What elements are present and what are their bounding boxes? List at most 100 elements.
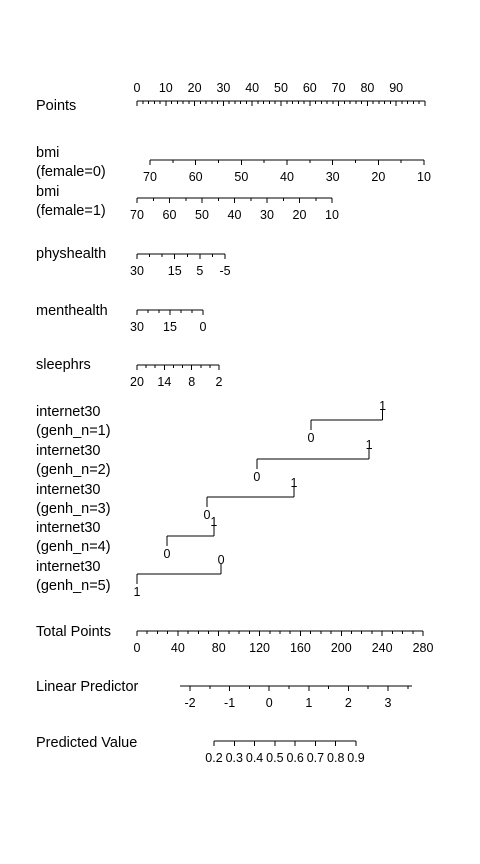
tick-label: 50 [234,170,248,184]
tick-label: 20 [371,170,385,184]
axis-4: menthealth 30 15 0 [36,303,207,334]
axis-8: internet30 (genh_n=3) 0 1 [36,476,297,522]
tick-label: 60 [163,208,177,222]
axis-12: Linear Predictor -2 -1 0 1 2 3 [36,679,412,710]
axis-label: Total Points [36,624,111,640]
axis-label: (female=1) [36,203,106,219]
tick-label: 15 [168,264,182,278]
axis-1: bmi (female=0) 70 60 50 40 30 20 10 [36,145,431,184]
tick-label: 0.8 [327,751,344,765]
tick-label: 1 [305,696,312,710]
tick-label: 10 [417,170,431,184]
tick-label: 70 [143,170,157,184]
axis-3: physhealth 30 15 5 -5 [36,246,231,278]
tick-label: 40 [245,81,259,95]
axis-10: internet30 (genh_n=5) 0 1 [36,553,225,599]
tick-label: -5 [219,264,230,278]
tick-label: 200 [331,641,352,655]
tick-label: 30 [260,208,274,222]
tick-label: 280 [413,641,434,655]
tick-label: 0 [200,320,207,334]
axis-7: internet30 (genh_n=2) 0 1 [36,438,373,484]
tick-label: 20 [130,375,144,389]
axis-label: (genh_n=4) [36,539,111,555]
category-label: 1 [290,476,297,490]
category-label: 1 [134,585,141,599]
axis-label: Predicted Value [36,735,137,751]
category-label: 1 [366,438,373,452]
tick-label: 0.3 [226,751,243,765]
tick-label: 70 [332,81,346,95]
axis-label: (female=0) [36,164,106,180]
tick-label: 90 [389,81,403,95]
category-label: 0 [204,508,211,522]
tick-label: 40 [228,208,242,222]
tick-label: 0 [134,81,141,95]
category-label: 0 [253,470,260,484]
tick-label: 80 [212,641,226,655]
axis-label: sleephrs [36,357,91,373]
tick-label: 30 [130,320,144,334]
tick-label: 240 [372,641,393,655]
tick-label: 160 [290,641,311,655]
axis-label: internet30 [36,443,101,459]
axis-label: (genh_n=1) [36,423,111,439]
tick-label: -1 [224,696,235,710]
tick-label: 20 [293,208,307,222]
tick-label: 0.4 [246,751,263,765]
category-label: 0 [218,553,225,567]
category-label: 1 [379,399,386,413]
tick-label: 30 [216,81,230,95]
tick-label: 30 [326,170,340,184]
tick-label: 0.7 [307,751,324,765]
axis-label: (genh_n=3) [36,501,111,517]
axis-label: internet30 [36,404,101,420]
axis-label: internet30 [36,520,101,536]
tick-label: 0 [266,696,273,710]
tick-label: 30 [130,264,144,278]
tick-label: 2 [345,696,352,710]
axis-13: Predicted Value 0.2 0.3 0.4 0.5 0.6 0.7 0.8 0.9 [36,735,365,765]
axis-label: (genh_n=5) [36,578,111,594]
axis-5: sleephrs 20 14 8 2 [36,357,223,389]
tick-label: 3 [385,696,392,710]
tick-label: 50 [195,208,209,222]
tick-label: 0.2 [205,751,222,765]
tick-label: 20 [188,81,202,95]
tick-label: 60 [189,170,203,184]
tick-label: 15 [163,320,177,334]
tick-label: 60 [303,81,317,95]
axis-label: (genh_n=2) [36,462,111,478]
tick-label: 0.6 [286,751,303,765]
tick-label: 2 [216,375,223,389]
axis-label: bmi [36,184,59,200]
axis-9: internet30 (genh_n=4) 0 1 [36,515,217,561]
tick-label: 0 [134,641,141,655]
axis-11: Total Points 0 40 80 120 160 200 240 280 [36,624,433,655]
axis-2: bmi (female=1) 70 60 50 40 30 20 10 [36,184,339,222]
axis-0: Points 0 10 20 30 40 50 60 70 80 90 [36,81,426,114]
tick-label: 40 [280,170,294,184]
tick-label: 80 [360,81,374,95]
tick-label: 14 [157,375,171,389]
tick-label: 10 [159,81,173,95]
tick-label: 8 [188,375,195,389]
tick-label: 10 [325,208,339,222]
axis-label: bmi [36,145,59,161]
category-label: 1 [210,515,217,529]
tick-label: -2 [184,696,195,710]
tick-label: 120 [249,641,270,655]
axis-label: Points [36,98,76,114]
tick-label: 40 [171,641,185,655]
axis-label: Linear Predictor [36,679,139,695]
tick-label: 0.9 [347,751,364,765]
axis-6: internet30 (genh_n=1) 0 1 [36,399,386,445]
axis-label: internet30 [36,482,101,498]
category-label: 0 [163,547,170,561]
axis-label: physhealth [36,246,106,262]
axis-label: menthealth [36,303,108,319]
tick-label: 50 [274,81,288,95]
axis-label: internet30 [36,559,101,575]
category-label: 0 [307,431,314,445]
